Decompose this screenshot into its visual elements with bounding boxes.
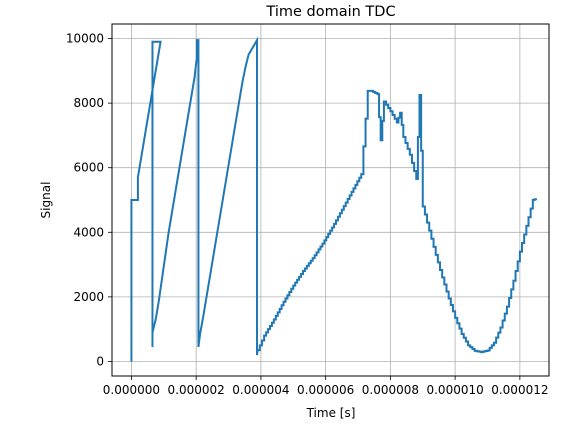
y-tick-label: 2000	[73, 290, 104, 304]
y-tick-label: 8000	[73, 96, 104, 110]
x-tick-label: 0.000002	[168, 383, 225, 397]
x-tick-label: 0.000010	[426, 383, 483, 397]
y-tick-label: 4000	[73, 225, 104, 239]
x-tick-label: 0.000008	[362, 383, 419, 397]
x-tick-label: 0.000006	[297, 383, 354, 397]
x-tick-label: 0.000000	[103, 383, 160, 397]
y-tick-label: 0	[96, 354, 104, 368]
y-axis-label: Signal	[39, 182, 53, 219]
x-tick-label: 0.000012	[491, 383, 548, 397]
x-tick-label: 0.000004	[232, 383, 289, 397]
y-tick-label: 6000	[73, 161, 104, 175]
y-tick-label: 10000	[66, 32, 104, 46]
x-axis-label: Time [s]	[306, 406, 356, 420]
chart-title: Time domain TDC	[265, 4, 395, 20]
